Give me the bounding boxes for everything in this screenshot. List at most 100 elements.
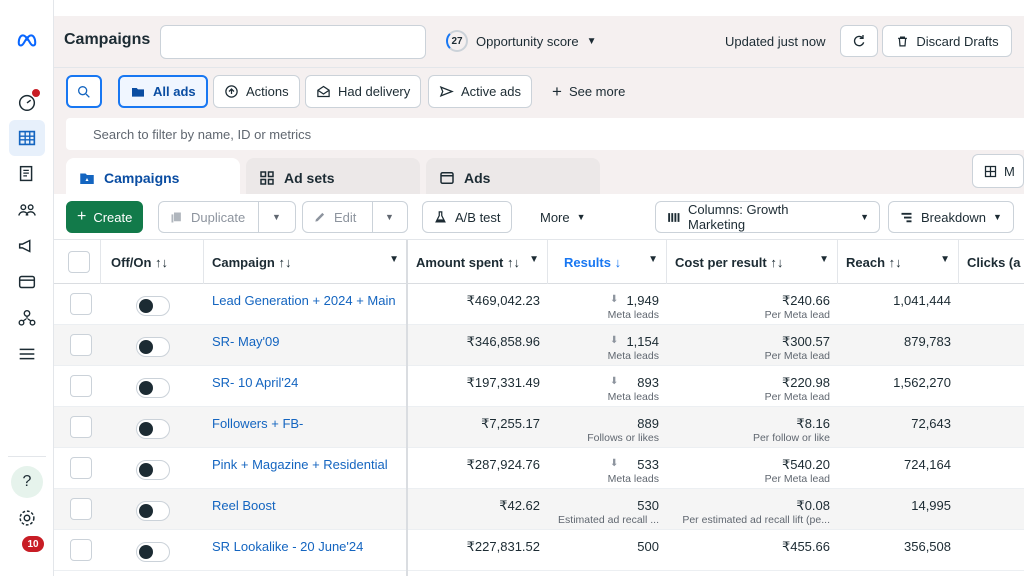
results-cell: 1,154 Meta leads — [548, 325, 667, 366]
header-campaign-label: Campaign ↑↓ — [212, 254, 292, 270]
campaign-toggle[interactable] — [136, 460, 170, 480]
header-results-label: Results ↓ — [564, 254, 622, 270]
amount-spent-value: ₹7,255.17 — [481, 416, 540, 431]
more-button[interactable]: More ▼ — [530, 201, 596, 233]
campaign-toggle[interactable] — [136, 378, 170, 398]
active-ads-filter[interactable]: Active ads — [428, 75, 532, 108]
edit-button[interactable]: Edit ▼ — [302, 201, 408, 233]
alert-dot-icon — [31, 88, 41, 98]
campaign-name-link[interactable]: Pink + Magazine + Residential — [212, 457, 388, 472]
document-icon[interactable] — [9, 156, 45, 192]
business-tools-icon[interactable] — [9, 300, 45, 336]
tab-ad-sets[interactable]: Ad sets — [246, 158, 420, 198]
row-checkbox[interactable] — [70, 498, 92, 520]
grid-icon — [260, 171, 274, 185]
table-row[interactable]: Lead Generation + 2024 + Main ₹469,042.2… — [54, 284, 1024, 325]
audience-icon[interactable] — [9, 192, 45, 228]
table-row[interactable]: Pink + Magazine + Residential ₹287,924.7… — [54, 448, 1024, 489]
campaign-name-input[interactable] — [160, 25, 426, 59]
row-checkbox[interactable] — [70, 539, 92, 561]
campaign-name-link[interactable]: Lead Generation + 2024 + Main — [212, 293, 396, 308]
gauge-icon[interactable] — [9, 84, 45, 120]
search-button[interactable] — [66, 75, 102, 108]
had-delivery-filter[interactable]: Had delivery — [305, 75, 422, 108]
results-value: 889 — [637, 416, 659, 431]
ab-test-button[interactable]: A/B test — [422, 201, 512, 233]
campaign-name-link[interactable]: Reel Boost — [212, 498, 276, 513]
campaign-name-link[interactable]: SR- 10 April'24 — [212, 375, 299, 390]
download-icon: ⬇ — [610, 294, 619, 305]
left-nav-rail: ? 10 — [0, 0, 54, 576]
tab-ads[interactable]: Ads — [426, 158, 600, 198]
chevron-down-icon: ▼ — [385, 212, 394, 222]
amount-spent-value: ₹42.62 — [499, 498, 540, 513]
cost-per-result-cell: ₹220.98 Per Meta lead — [667, 366, 838, 407]
megaphone-icon[interactable] — [9, 228, 45, 264]
see-more-filter[interactable]: + See more — [542, 75, 635, 108]
tab-campaigns-label: Campaigns — [104, 170, 180, 186]
header-campaign[interactable]: Campaign ↑↓ ▼ — [204, 240, 408, 284]
download-icon: ⬇ — [610, 376, 619, 387]
row-checkbox[interactable] — [70, 416, 92, 438]
all-ads-filter[interactable]: All ads — [118, 75, 208, 108]
rail-divider — [8, 456, 46, 457]
reach-cell: 1,562,270 — [838, 366, 959, 407]
table-row[interactable]: Followers + FB- ₹7,255.17 889 Follows or… — [54, 407, 1024, 448]
campaign-name-link[interactable]: Followers + FB- — [212, 416, 304, 431]
campaign-name-link[interactable]: SR Lookalike - 20 June'24 — [212, 539, 364, 554]
campaign-toggle[interactable] — [136, 419, 170, 439]
duplicate-button[interactable]: Duplicate ▼ — [158, 201, 296, 233]
header-cost-per-result[interactable]: Cost per result ↑↓ ▼ — [667, 240, 838, 284]
opportunity-score[interactable]: 27 Opportunity score ▼ — [446, 30, 597, 52]
reach-value: 724,164 — [904, 457, 951, 472]
table-row[interactable]: SR- 10 April'24 ₹197,331.49 ⬇ 893 Meta l… — [54, 366, 1024, 407]
discard-drafts-label: Discard Drafts — [916, 33, 999, 49]
discard-drafts-button[interactable]: Discard Drafts — [882, 25, 1012, 57]
header-clicks[interactable]: Clicks (a — [967, 254, 1021, 270]
cost-per-result-value: ₹455.66 — [781, 539, 830, 554]
updated-status: Updated just now — [725, 34, 826, 49]
billing-card-icon[interactable] — [9, 264, 45, 300]
campaign-toggle[interactable] — [136, 542, 170, 562]
header-amount-spent[interactable]: Amount spent ↑↓ ▼ — [408, 240, 548, 284]
cost-per-result-value: ₹220.98 — [781, 375, 830, 390]
refresh-button[interactable] — [840, 25, 878, 57]
edit-label: Edit — [334, 209, 357, 225]
action-toolbar: + Create Duplicate ▼ Edit ▼ A/B test Mor… — [54, 194, 1024, 240]
table-row[interactable]: SR Lookalike - 20 June'24 ₹227,831.52 50… — [54, 530, 1024, 571]
meta-logo-icon[interactable] — [9, 22, 45, 58]
notification-badge[interactable]: 10 — [22, 536, 44, 552]
tab-campaigns[interactable]: Campaigns — [66, 158, 240, 198]
campaign-toggle[interactable] — [136, 501, 170, 521]
filter-search-input[interactable]: Search to filter by name, ID or metrics — [66, 118, 1024, 150]
campaign-toggle[interactable] — [136, 296, 170, 316]
columns-button[interactable]: Columns: Growth Marketing ▼ — [655, 201, 880, 233]
row-checkbox[interactable] — [70, 375, 92, 397]
campaigns-table-icon[interactable] — [9, 120, 45, 156]
amount-spent-value: ₹469,042.23 — [466, 293, 540, 308]
header-results[interactable]: Results ↓ ▼ — [548, 240, 667, 284]
results-type: Follows or likes — [587, 432, 659, 444]
actions-filter[interactable]: Actions — [213, 75, 300, 108]
select-all-checkbox[interactable] — [68, 251, 90, 273]
table-row[interactable]: SR- May'09 ₹346,858.96 ⬇ 1,154 Meta lead… — [54, 325, 1024, 366]
breakdown-button[interactable]: Breakdown ▼ — [888, 201, 1014, 233]
results-type: Estimated ad recall ... — [558, 514, 659, 526]
header-off-on[interactable]: Off/On ↑↓ — [101, 240, 204, 284]
menu-icon[interactable] — [9, 336, 45, 372]
row-checkbox[interactable] — [70, 334, 92, 356]
row-checkbox[interactable] — [70, 293, 92, 315]
help-icon[interactable]: ? — [11, 466, 43, 498]
row-checkbox[interactable] — [70, 457, 92, 479]
opportunity-score-label: Opportunity score — [476, 33, 579, 49]
create-button[interactable]: + Create — [66, 201, 144, 233]
view-options-button[interactable]: M — [972, 154, 1024, 188]
campaign-name-link[interactable]: SR- May'09 — [212, 334, 280, 349]
active-ads-label: Active ads — [461, 84, 521, 99]
chevron-down-icon: ▼ — [648, 254, 658, 265]
settings-gear-icon[interactable] — [9, 500, 45, 536]
campaign-toggle[interactable] — [136, 337, 170, 357]
reach-value: 14,995 — [911, 498, 951, 513]
table-row[interactable]: Reel Boost ₹42.62 530 Estimated ad recal… — [54, 489, 1024, 530]
header-reach[interactable]: Reach ↑↓ ▼ — [838, 240, 959, 284]
